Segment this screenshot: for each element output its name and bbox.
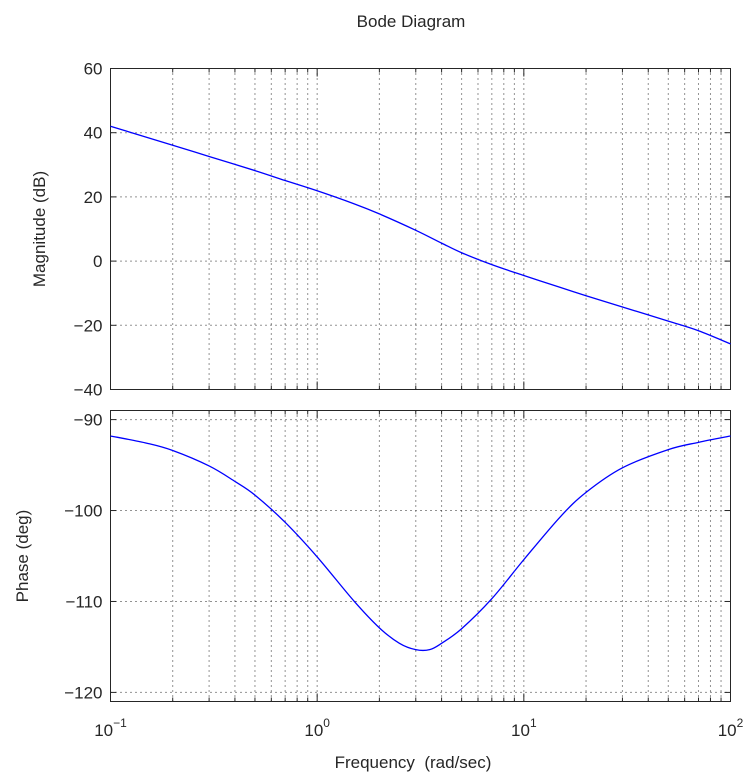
magnitude-y-tick-labels: −40 −20 0 20 40 60: [74, 60, 103, 400]
phase-ticks: [110, 410, 731, 702]
magnitude-y-tick-label: −40: [74, 381, 103, 400]
frequency-axis-label: Frequency (rad/sec): [335, 753, 492, 772]
frequency-tick-label: 10−1: [94, 716, 127, 740]
magnitude-y-tick-label: 0: [93, 252, 102, 271]
phase-panel: −120 −110 −100 −90 Phase (deg): [13, 410, 731, 703]
phase-y-tick-label: −90: [74, 411, 103, 430]
magnitude-axis-label: Magnitude (dB): [30, 171, 49, 287]
frequency-tick-label: 100: [304, 716, 330, 740]
phase-y-tick-label: −110: [65, 592, 102, 611]
magnitude-plot-frame: [110, 68, 731, 390]
frequency-tick-label: 101: [511, 716, 537, 740]
phase-plot-frame: [110, 410, 731, 702]
magnitude-y-tick-label: 40: [84, 124, 103, 143]
frequency-tick-labels: 10−1 100 101 102: [94, 716, 743, 740]
phase-y-tick-labels: −120 −110 −100 −90: [64, 411, 102, 703]
magnitude-ticks: [110, 68, 731, 390]
phase-axis-label: Phase (deg): [13, 510, 32, 603]
phase-y-tick-label: −120: [64, 683, 102, 702]
phase-grid: [110, 410, 731, 702]
magnitude-grid: [110, 68, 731, 390]
magnitude-y-tick-label: −20: [74, 316, 103, 335]
chart-title: Bode Diagram: [357, 12, 466, 31]
magnitude-y-tick-label: 60: [84, 60, 103, 79]
magnitude-y-tick-label: 20: [84, 188, 103, 207]
frequency-tick-label: 102: [718, 716, 744, 740]
magnitude-curve: [110, 125, 731, 345]
magnitude-panel: −40 −20 0 20 40 60 Magnitude (dB): [30, 60, 731, 400]
phase-curve: [110, 435, 731, 652]
phase-y-tick-label: −100: [64, 502, 102, 521]
